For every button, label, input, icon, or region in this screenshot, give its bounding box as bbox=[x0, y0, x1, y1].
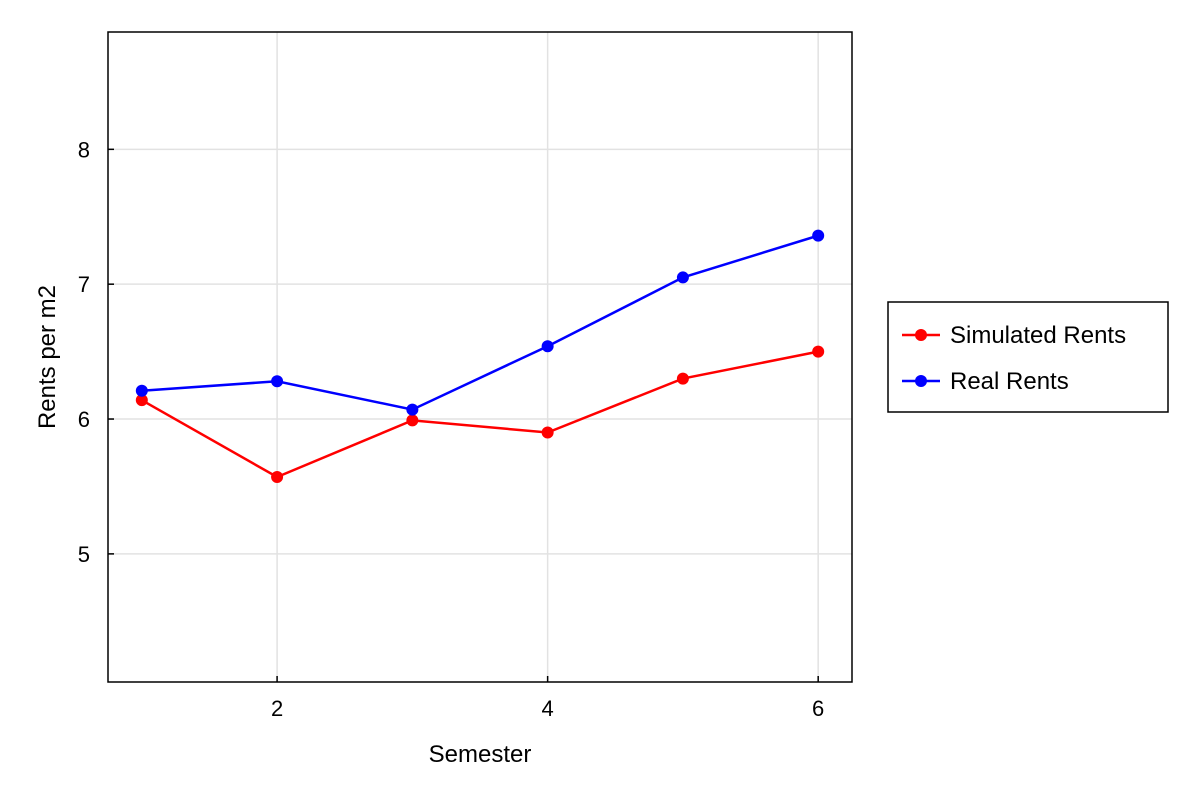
y-tick-label: 8 bbox=[78, 137, 90, 162]
series-line bbox=[141, 234, 819, 411]
data-point bbox=[676, 372, 689, 385]
plot-frame bbox=[107, 31, 853, 683]
x-tick-label: 2 bbox=[271, 696, 283, 721]
data-point bbox=[406, 414, 419, 427]
data-point bbox=[406, 403, 419, 416]
legend-box bbox=[887, 301, 1169, 413]
grid bbox=[108, 32, 852, 682]
x-tick-label: 6 bbox=[812, 696, 824, 721]
series-simulated-rents bbox=[135, 345, 825, 484]
axis-ticks: 2 4 6 5 6 7 8 bbox=[78, 137, 825, 721]
data-point bbox=[541, 340, 554, 353]
legend: Simulated Rents Real Rents bbox=[887, 301, 1169, 413]
x-axis-title: Semester bbox=[429, 741, 532, 768]
y-tick-label: 7 bbox=[78, 272, 90, 297]
data-point bbox=[271, 375, 284, 388]
legend-swatch-marker bbox=[915, 375, 927, 387]
legend-label: Real Rents bbox=[950, 368, 1069, 395]
x-tick-label: 4 bbox=[542, 696, 554, 721]
y-tick-label: 5 bbox=[78, 542, 90, 567]
data-point bbox=[271, 471, 284, 484]
legend-item: Real Rents bbox=[902, 368, 1069, 395]
y-axis-title: Rents per m2 bbox=[34, 285, 61, 429]
data-point bbox=[541, 426, 554, 439]
series-layer bbox=[135, 229, 825, 484]
data-point bbox=[135, 384, 148, 397]
data-point bbox=[135, 394, 148, 407]
legend-item: Simulated Rents bbox=[902, 322, 1126, 349]
y-tick-label: 6 bbox=[78, 407, 90, 432]
series-line bbox=[141, 350, 819, 479]
legend-label: Simulated Rents bbox=[950, 322, 1126, 349]
data-point bbox=[676, 271, 689, 284]
data-point bbox=[812, 229, 825, 242]
series-real-rents bbox=[135, 229, 825, 416]
legend-swatch-marker bbox=[915, 329, 927, 341]
data-point bbox=[812, 345, 825, 358]
